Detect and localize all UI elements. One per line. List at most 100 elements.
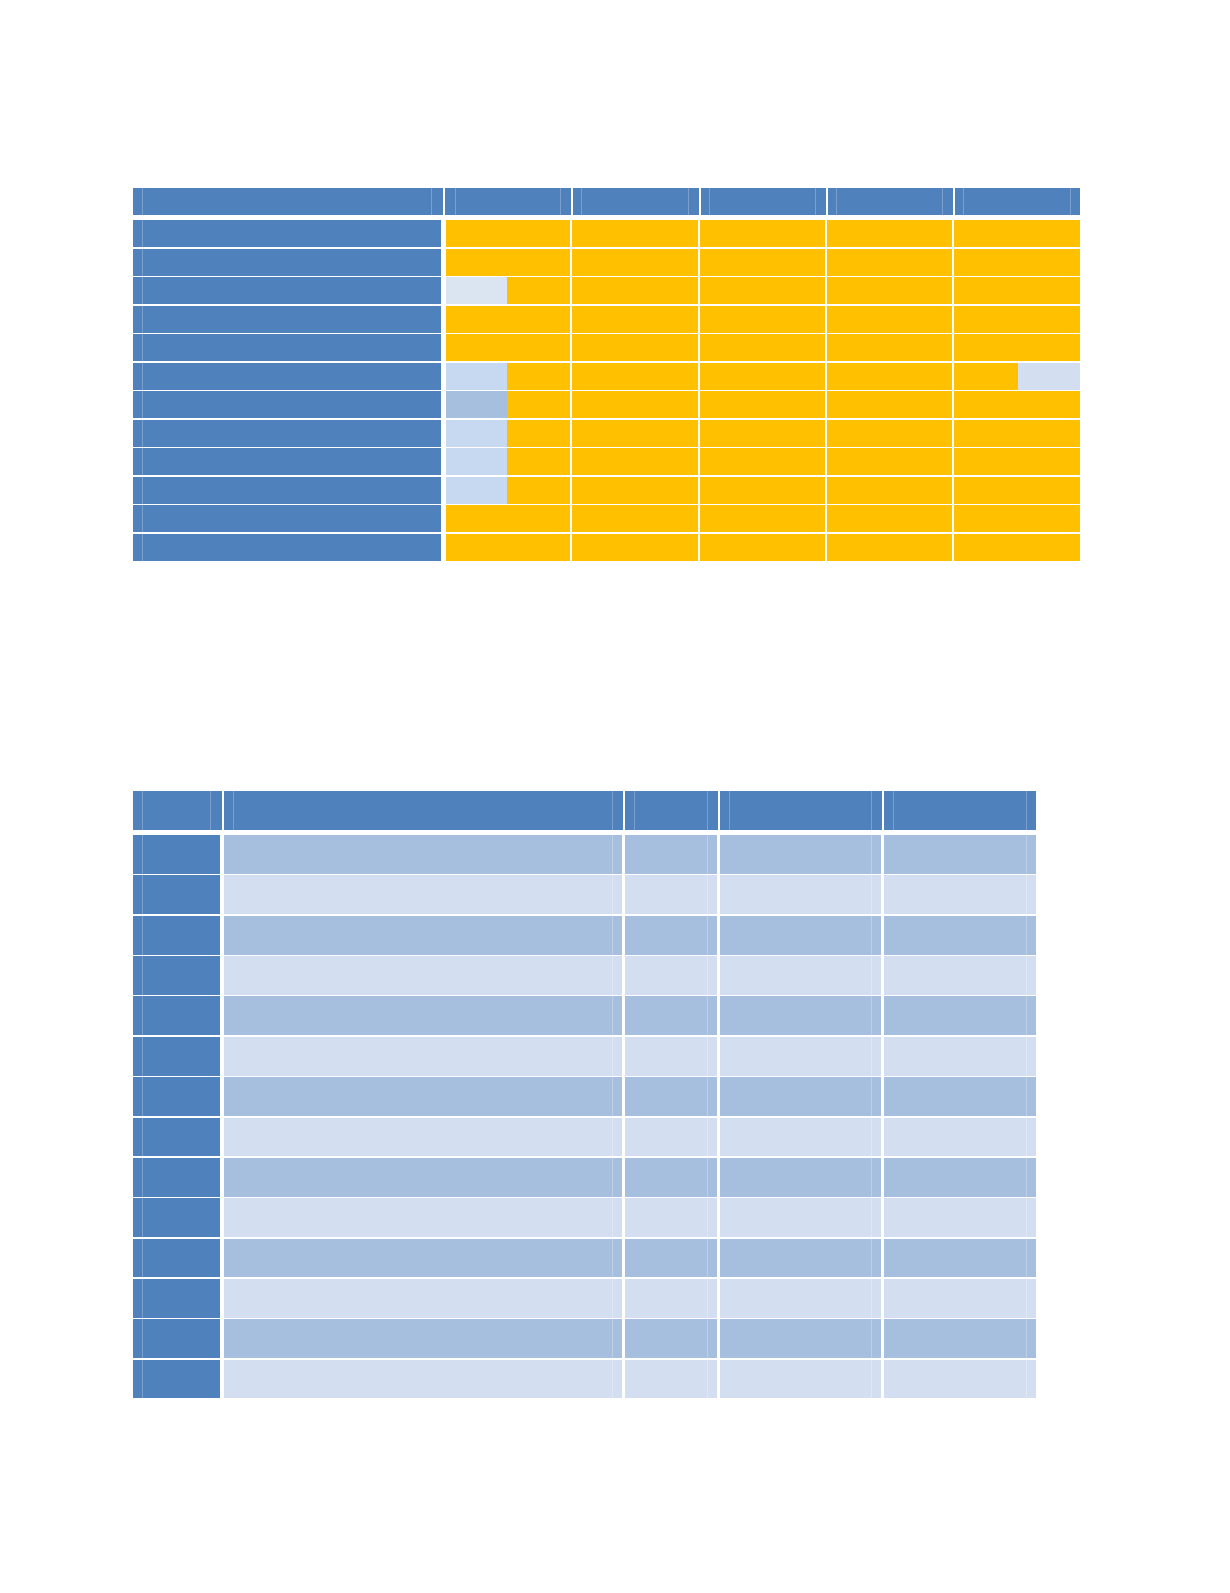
- cell-rule: [142, 362, 143, 390]
- list-cell: [720, 1238, 881, 1278]
- list-cell: [884, 1359, 1036, 1399]
- cell-rule: [1026, 791, 1027, 830]
- time-cell: [954, 419, 1080, 447]
- cell-rule: [612, 1036, 613, 1076]
- list-cell: [720, 1198, 881, 1238]
- list-cell: [224, 1238, 622, 1278]
- cell-rule: [1026, 1117, 1027, 1157]
- list-cell: [884, 1077, 1036, 1116]
- cell-rule: [142, 476, 143, 504]
- row-header-cell: [133, 248, 441, 276]
- cell-rule: [142, 188, 143, 215]
- list-cell: [720, 1319, 881, 1359]
- row-header-cell: [133, 305, 441, 333]
- list-cell: [625, 1157, 717, 1197]
- cell-rule: [612, 1278, 613, 1318]
- cell-rule: [142, 448, 143, 475]
- cell-rule: [707, 1198, 708, 1238]
- list-cell: [884, 1198, 1036, 1238]
- cell-rule: [142, 996, 143, 1036]
- cell-rule: [871, 1359, 872, 1399]
- open-slot: [446, 277, 507, 304]
- time-cell: [954, 448, 1080, 475]
- time-cell: [827, 277, 952, 304]
- row-header-cell: [133, 915, 220, 955]
- cell-rule: [815, 188, 816, 215]
- cell-rule: [142, 1036, 143, 1076]
- cell-rule: [142, 915, 143, 955]
- time-cell: [827, 248, 952, 276]
- time-cell: [827, 505, 952, 532]
- cell-rule: [210, 791, 211, 830]
- list-cell: [224, 1157, 622, 1197]
- list-cell: [720, 1036, 881, 1076]
- time-cell: [446, 505, 570, 532]
- row-header-cell: [133, 391, 441, 418]
- time-cell: [700, 476, 825, 504]
- cell-rule: [871, 875, 872, 915]
- list-cell: [224, 915, 622, 955]
- cell-rule: [142, 1359, 143, 1399]
- cell-rule: [612, 915, 613, 955]
- time-cell: [572, 362, 698, 390]
- list-cell: [625, 835, 717, 874]
- time-cell: [700, 305, 825, 333]
- cell-rule: [707, 996, 708, 1036]
- cell-rule: [709, 188, 710, 215]
- cell-rule: [142, 1117, 143, 1157]
- cell-rule: [142, 505, 143, 532]
- time-cell: [954, 505, 1080, 532]
- header-divider: [443, 188, 445, 215]
- header-divider: [571, 188, 573, 215]
- time-cell: [572, 419, 698, 447]
- cell-rule: [612, 1077, 613, 1116]
- time-cell: [446, 220, 570, 247]
- time-cell: [954, 220, 1080, 247]
- cell-rule: [688, 188, 689, 215]
- cell-rule: [612, 1238, 613, 1278]
- list-cell: [625, 1077, 717, 1116]
- list-cell: [224, 875, 622, 915]
- time-cell: [572, 448, 698, 475]
- time-cell: [572, 505, 698, 532]
- row-header-cell: [133, 956, 220, 995]
- list-cell: [224, 1359, 622, 1399]
- cell-rule: [707, 956, 708, 995]
- cell-rule: [893, 791, 894, 830]
- list-cell: [720, 835, 881, 874]
- time-cell: [700, 334, 825, 361]
- time-cell: [700, 220, 825, 247]
- cell-rule: [942, 188, 943, 215]
- cell-rule: [142, 1319, 143, 1359]
- time-cell: [827, 533, 952, 561]
- header-row: [133, 791, 1036, 830]
- cell-rule: [871, 835, 872, 874]
- cell-rule: [707, 1319, 708, 1359]
- list-cell: [884, 835, 1036, 874]
- open-slot: [446, 391, 507, 418]
- cell-rule: [707, 875, 708, 915]
- list-cell: [224, 1198, 622, 1238]
- cell-rule: [871, 1117, 872, 1157]
- row-header-cell: [133, 505, 441, 532]
- time-cell: [446, 248, 570, 276]
- cell-rule: [634, 791, 635, 830]
- row-header-cell: [133, 1238, 220, 1278]
- list-cell: [884, 1278, 1036, 1318]
- list-cell: [224, 1117, 622, 1157]
- list-cell: [625, 1198, 717, 1238]
- cell-rule: [612, 1319, 613, 1359]
- list-cell: [625, 1036, 717, 1076]
- cell-rule: [707, 835, 708, 874]
- time-cell: [954, 476, 1080, 504]
- cell-rule: [612, 1157, 613, 1197]
- cell-rule: [707, 1238, 708, 1278]
- row-header-cell: [133, 476, 441, 504]
- header-divider: [699, 188, 701, 215]
- list-cell: [224, 956, 622, 995]
- row-header-cell: [133, 1077, 220, 1116]
- header-divider: [826, 188, 828, 215]
- time-cell: [954, 248, 1080, 276]
- list-cell: [625, 956, 717, 995]
- open-slot: [1018, 362, 1080, 390]
